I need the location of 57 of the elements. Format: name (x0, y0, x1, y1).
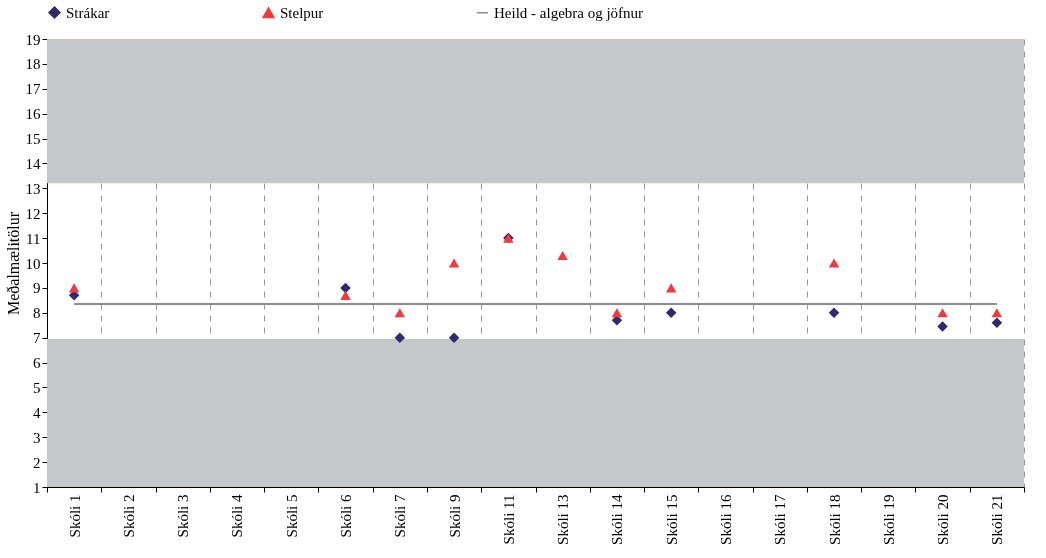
y-axis-title: Meðalmælitölur (4, 211, 22, 316)
x-tick-label: Skóli 3 (175, 494, 192, 538)
point (937, 308, 948, 318)
x-tick-label: Skóli 19 (880, 494, 897, 545)
y-tick-label: 14 (25, 155, 41, 172)
y-tick-label: 12 (25, 205, 41, 222)
y-tick-label: 2 (33, 454, 41, 471)
point (557, 250, 568, 261)
point (937, 321, 948, 332)
y-tick-label: 8 (33, 305, 41, 322)
point (828, 307, 840, 319)
x-tick-label: Skóli 4 (229, 494, 246, 538)
point (448, 258, 460, 268)
y-tick-label: 6 (33, 355, 41, 372)
point (991, 308, 1003, 318)
x-tick-label: Skóli 17 (772, 494, 789, 545)
x-tick-label: Skóli 6 (338, 494, 355, 538)
point (68, 283, 80, 293)
y-tick-label: 10 (25, 255, 41, 272)
legend-label: Stelpur (280, 4, 324, 21)
y-tick-label: 5 (33, 379, 41, 396)
x-tick-label: Skóli 20 (935, 494, 952, 545)
point (828, 258, 840, 268)
point (394, 308, 406, 318)
y-tick-label: 13 (25, 180, 41, 197)
point (340, 290, 351, 300)
x-tick-label: Skóli 5 (283, 494, 300, 538)
y-tick-label: 16 (25, 106, 41, 123)
x-tick-label: Skóli 1 (66, 494, 83, 538)
x-tick-label: Skóli 13 (555, 494, 572, 545)
x-tick-label: Skóli 15 (663, 494, 680, 545)
legend-label: Heild - algebra og jöfnur (494, 4, 644, 21)
y-tick-label: 9 (33, 280, 41, 297)
point (665, 307, 677, 319)
y-tick-label: 17 (25, 81, 41, 98)
point (394, 332, 406, 343)
x-tick-label: Skóli 16 (717, 494, 734, 545)
y-tick-label: 15 (25, 131, 41, 148)
y-tick-label: 1 (33, 479, 41, 496)
x-tick-label: Skóli 7 (392, 494, 409, 538)
y-tick-label: 7 (33, 330, 41, 347)
point (611, 308, 623, 318)
x-tick-label: Skóli 11 (500, 494, 517, 545)
y-tick-label: 11 (26, 230, 41, 247)
point (448, 332, 460, 343)
y-tick-label: 3 (33, 429, 41, 446)
x-tick-label: Skóli 18 (826, 494, 843, 545)
x-tick-label: Skóli 21 (989, 494, 1006, 545)
y-tick-label: 19 (25, 31, 41, 48)
point (665, 283, 677, 293)
x-tick-label: Skóli 2 (120, 494, 137, 538)
x-tick-label: Skóli 9 (446, 494, 463, 538)
point (991, 317, 1003, 328)
y-tick-label: 18 (25, 56, 41, 73)
x-tick-label: Skóli 14 (609, 494, 626, 545)
y-tick-label: 4 (33, 404, 41, 421)
legend-label: Strákar (66, 4, 110, 21)
